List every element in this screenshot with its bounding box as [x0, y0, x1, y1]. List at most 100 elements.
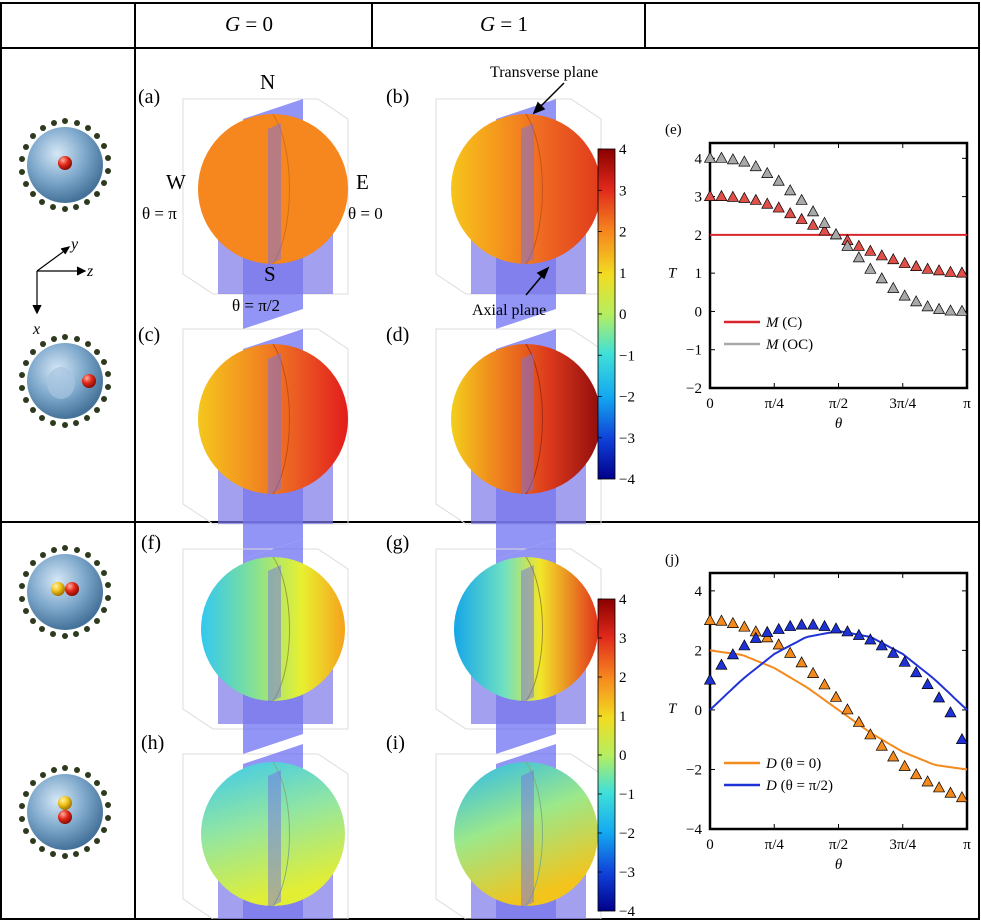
colorbar-tick-label: 1: [619, 266, 627, 282]
y-tick-label: 0: [695, 703, 703, 719]
y-tick-label: 1: [695, 266, 703, 282]
data-marker: [921, 262, 934, 274]
axis-z-label: z: [86, 263, 94, 280]
x-tick-label: π: [963, 837, 971, 853]
legend-label: M (C): [765, 315, 802, 331]
data-marker: [898, 759, 911, 771]
colorbar-tick-label: −4: [619, 472, 635, 488]
trap-icon-2: [19, 334, 111, 428]
transverse-arrow-icon: [532, 82, 565, 115]
sphere-c: [182, 328, 349, 559]
data-marker: [761, 197, 774, 209]
sphere-panels: (a) (b) (c) (d) (f) (g) (h) (i) N S W E …: [138, 64, 602, 919]
label-south: S: [264, 262, 276, 286]
data-marker: [944, 706, 957, 718]
data-marker: [738, 155, 751, 167]
y-tick-label: 3: [695, 190, 703, 206]
data-marker: [703, 151, 717, 163]
left-icons: y z x: [19, 118, 111, 859]
colorbars: 4 3 2 1 0 −1 −2 −3 −4 4 3 2 1 0 −1 −2 −3 −4: [597, 142, 635, 919]
data-marker: [715, 614, 728, 626]
data-marker: [726, 648, 739, 660]
panel-label-b: (b): [386, 86, 409, 108]
data-marker: [726, 190, 739, 202]
chart-j: 0 π/4 π/2 3π/4 π 4 2 0 −2 −4 θ T D (θ = 0) D (θ = π/2…: [665, 552, 971, 873]
data-marker: [806, 218, 820, 230]
axis-x-label: x: [32, 321, 40, 338]
data-marker: [749, 160, 762, 172]
data-marker: [806, 618, 820, 630]
data-marker: [852, 715, 865, 727]
panel-label-c: (c): [138, 324, 160, 346]
panel-label-d: (d): [386, 324, 409, 346]
label-axial-plane: Axial plane: [472, 302, 546, 319]
data-marker: [829, 228, 843, 240]
y-tick-label: 0: [695, 304, 703, 320]
x-tick-label: 0: [706, 837, 714, 853]
y-axis-label: T: [668, 701, 678, 717]
data-marker: [887, 253, 900, 265]
data-marker: [864, 262, 877, 274]
data-marker: [955, 304, 969, 316]
x-tick-label: π/2: [829, 837, 848, 853]
data-marker: [875, 639, 888, 651]
data-marker: [898, 655, 911, 667]
data-marker: [806, 205, 820, 217]
x-tick-label: 0: [706, 396, 714, 412]
data-marker: [921, 775, 934, 787]
colorbar-tick-label: 2: [619, 670, 627, 686]
data-marker: [841, 239, 854, 251]
data-marker: [898, 256, 911, 268]
data-marker: [864, 633, 877, 645]
data-marker: [784, 207, 797, 219]
chart-e: 0 π/4 π/2 3π/4 π 4 3 2 1 0 −1 −2 θ T M (C) M (OC) (e): [665, 122, 971, 432]
data-marker: [795, 656, 808, 668]
x-tick-label: π/4: [765, 837, 785, 853]
colorbar-tick-label: −2: [619, 826, 635, 842]
data-marker: [910, 768, 923, 780]
data-marker: [784, 619, 797, 631]
data-marker: [818, 224, 831, 236]
data-marker: [910, 259, 923, 271]
y-tick-label: −1: [686, 343, 702, 359]
x-tick-label: π/2: [829, 396, 848, 412]
y-tick-label: 4: [695, 584, 703, 600]
colorbar-tick-label: 0: [619, 748, 627, 764]
x-tick-label: π/4: [765, 396, 785, 412]
data-marker: [795, 212, 808, 224]
colorbar-tick-label: 0: [619, 307, 627, 323]
panel-label-a: (a): [138, 86, 160, 108]
data-marker: [715, 658, 728, 670]
colorbar-tick-label: −3: [619, 865, 635, 881]
data-marker: [932, 264, 946, 276]
data-marker: [738, 620, 751, 632]
data-marker: [955, 266, 969, 278]
label-east: E: [356, 170, 369, 194]
data-marker: [932, 302, 946, 314]
trap-icon-1: [19, 118, 111, 212]
y-tick-label: −4: [686, 822, 702, 838]
data-marker: [761, 625, 774, 637]
sphere-f: [182, 539, 349, 754]
axis-y-label: y: [69, 236, 79, 253]
data-marker: [887, 646, 900, 658]
colorbar-tick-label: −1: [619, 787, 635, 803]
axes-glyph: [32, 246, 87, 315]
data-marker: [864, 728, 877, 740]
y-tick-label: 2: [695, 643, 703, 659]
data-marker: [738, 191, 751, 203]
data-marker: [875, 249, 888, 261]
data-marker: [749, 193, 762, 205]
colorbar-tick-label: 3: [619, 631, 627, 647]
data-marker: [726, 616, 739, 628]
sphere-h: [182, 744, 349, 919]
panel-label-j: (j): [665, 552, 679, 568]
x-axis-label: θ: [835, 416, 843, 432]
data-marker: [772, 201, 785, 213]
colorbar-tick-label: 2: [619, 225, 627, 241]
colorbar-tick-label: 4: [619, 142, 627, 158]
data-marker: [726, 153, 739, 165]
legend-label: D (θ = 0): [765, 756, 821, 772]
data-marker: [772, 638, 785, 650]
axial-arrow-icon: [525, 266, 550, 296]
